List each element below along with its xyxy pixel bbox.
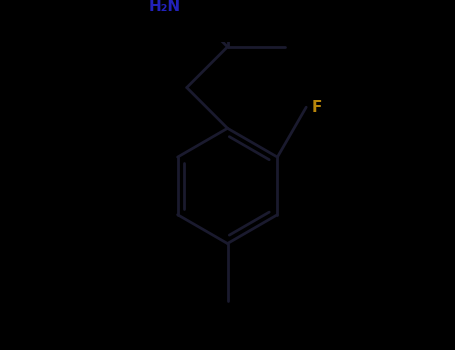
Text: F: F [312, 100, 322, 115]
Text: H₂N: H₂N [149, 0, 181, 14]
